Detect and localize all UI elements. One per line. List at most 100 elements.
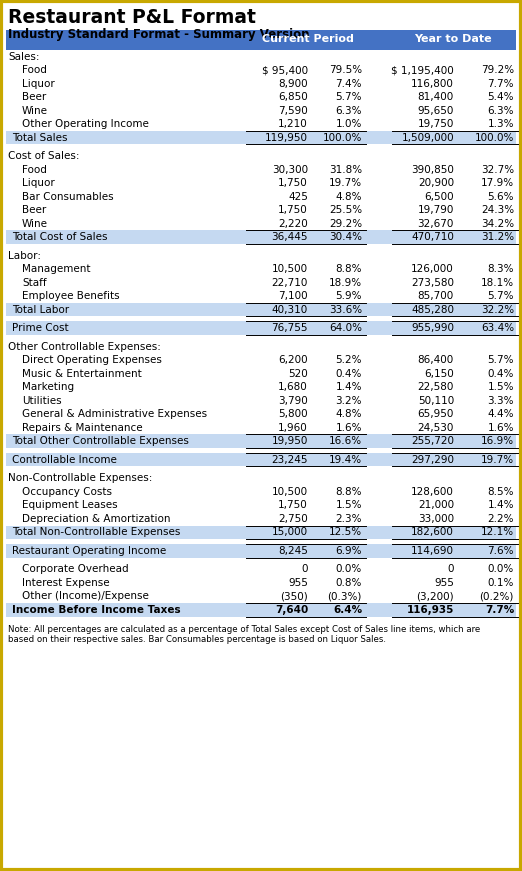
- Text: 81,400: 81,400: [418, 92, 454, 102]
- Text: Music & Entertainment: Music & Entertainment: [22, 368, 142, 379]
- Text: 8.8%: 8.8%: [336, 264, 362, 274]
- Text: 119,950: 119,950: [265, 132, 308, 143]
- Text: 6,500: 6,500: [424, 192, 454, 202]
- Text: 19,790: 19,790: [418, 206, 454, 215]
- Text: 0.0%: 0.0%: [488, 564, 514, 574]
- Text: 76,755: 76,755: [271, 323, 308, 334]
- Text: 6,150: 6,150: [424, 368, 454, 379]
- Text: 126,000: 126,000: [411, 264, 454, 274]
- Text: Direct Operating Expenses: Direct Operating Expenses: [22, 355, 162, 365]
- Text: Management: Management: [22, 264, 90, 274]
- Text: 50,110: 50,110: [418, 395, 454, 406]
- Text: 955: 955: [288, 577, 308, 588]
- Text: 100.0%: 100.0%: [474, 132, 514, 143]
- Text: 1,680: 1,680: [278, 382, 308, 392]
- Text: 79.2%: 79.2%: [481, 65, 514, 75]
- Text: 7.7%: 7.7%: [488, 78, 514, 89]
- Text: 15,000: 15,000: [272, 527, 308, 537]
- Text: 19.7%: 19.7%: [329, 179, 362, 188]
- Text: 33,000: 33,000: [418, 514, 454, 523]
- Text: 8.5%: 8.5%: [488, 487, 514, 496]
- Text: 0.8%: 0.8%: [336, 577, 362, 588]
- Text: Other Controllable Expenses:: Other Controllable Expenses:: [8, 341, 161, 352]
- Text: Total Other Controllable Expenses: Total Other Controllable Expenses: [12, 436, 189, 446]
- Text: 297,290: 297,290: [411, 455, 454, 465]
- Text: Utilities: Utilities: [22, 395, 62, 406]
- Text: 25.5%: 25.5%: [329, 206, 362, 215]
- Text: 955,990: 955,990: [411, 323, 454, 334]
- Text: 2,220: 2,220: [278, 219, 308, 229]
- Text: 255,720: 255,720: [411, 436, 454, 446]
- Text: 1,509,000: 1,509,000: [401, 132, 454, 143]
- Text: Restaurant P&L Format: Restaurant P&L Format: [8, 8, 256, 27]
- Text: 8.8%: 8.8%: [336, 487, 362, 496]
- Text: 8,900: 8,900: [278, 78, 308, 89]
- Bar: [6, 303, 516, 316]
- Text: Prime Cost: Prime Cost: [12, 323, 68, 334]
- Text: 1,960: 1,960: [278, 422, 308, 433]
- Bar: [6, 603, 516, 617]
- Bar: [6, 453, 516, 467]
- Text: 17.9%: 17.9%: [481, 179, 514, 188]
- Text: 63.4%: 63.4%: [481, 323, 514, 334]
- Text: Other (Income)/Expense: Other (Income)/Expense: [22, 591, 149, 601]
- Text: 3,790: 3,790: [278, 395, 308, 406]
- Text: 1.0%: 1.0%: [336, 119, 362, 129]
- Text: Employee Benefits: Employee Benefits: [22, 291, 120, 301]
- Text: 1.5%: 1.5%: [336, 500, 362, 510]
- Text: 7,590: 7,590: [278, 105, 308, 116]
- Text: 4.8%: 4.8%: [336, 192, 362, 202]
- Text: Wine: Wine: [22, 219, 48, 229]
- Text: 30,300: 30,300: [272, 165, 308, 175]
- Text: Liquor: Liquor: [22, 179, 55, 188]
- Text: 10,500: 10,500: [272, 487, 308, 496]
- Text: Food: Food: [22, 165, 47, 175]
- Text: 31.2%: 31.2%: [481, 233, 514, 242]
- Text: 5.7%: 5.7%: [336, 92, 362, 102]
- Text: 30.4%: 30.4%: [329, 233, 362, 242]
- Text: 3.3%: 3.3%: [488, 395, 514, 406]
- Text: 5,800: 5,800: [278, 409, 308, 419]
- Text: 128,600: 128,600: [411, 487, 454, 496]
- Text: 116,935: 116,935: [407, 604, 454, 615]
- Text: 3.2%: 3.2%: [336, 395, 362, 406]
- Text: 7,640: 7,640: [275, 604, 308, 615]
- Bar: [6, 321, 516, 335]
- Text: (3,200): (3,200): [417, 591, 454, 601]
- Text: 0.4%: 0.4%: [336, 368, 362, 379]
- Bar: [6, 435, 516, 448]
- Text: 19.7%: 19.7%: [481, 455, 514, 465]
- Text: 18.9%: 18.9%: [329, 278, 362, 287]
- Text: 8,245: 8,245: [278, 546, 308, 556]
- Text: 0: 0: [302, 564, 308, 574]
- Text: 5.9%: 5.9%: [336, 291, 362, 301]
- Text: 95,650: 95,650: [418, 105, 454, 116]
- Text: 1.6%: 1.6%: [336, 422, 362, 433]
- Text: 85,700: 85,700: [418, 291, 454, 301]
- Text: 182,600: 182,600: [411, 527, 454, 537]
- Text: 100.0%: 100.0%: [323, 132, 362, 143]
- Text: 8.3%: 8.3%: [488, 264, 514, 274]
- Text: 36,445: 36,445: [271, 233, 308, 242]
- Text: 20,900: 20,900: [418, 179, 454, 188]
- Text: 86,400: 86,400: [418, 355, 454, 365]
- Text: 12.1%: 12.1%: [481, 527, 514, 537]
- Text: 1,750: 1,750: [278, 206, 308, 215]
- Text: 22,710: 22,710: [271, 278, 308, 287]
- Text: 6,850: 6,850: [278, 92, 308, 102]
- Text: 21,000: 21,000: [418, 500, 454, 510]
- Text: 1.4%: 1.4%: [336, 382, 362, 392]
- Text: Restaurant Operating Income: Restaurant Operating Income: [12, 546, 166, 556]
- Bar: [6, 544, 516, 557]
- Text: 10,500: 10,500: [272, 264, 308, 274]
- Text: 32,670: 32,670: [418, 219, 454, 229]
- Text: Marketing: Marketing: [22, 382, 74, 392]
- Text: 1,210: 1,210: [278, 119, 308, 129]
- Text: Interest Expense: Interest Expense: [22, 577, 110, 588]
- Text: 1,750: 1,750: [278, 500, 308, 510]
- Text: Other Operating Income: Other Operating Income: [22, 119, 149, 129]
- Text: Controllable Income: Controllable Income: [12, 455, 117, 465]
- Text: 7.7%: 7.7%: [485, 604, 514, 615]
- Text: Note: All percentages are calculated as a percentage of Total Sales except Cost : Note: All percentages are calculated as …: [8, 625, 480, 644]
- Text: 7.4%: 7.4%: [336, 78, 362, 89]
